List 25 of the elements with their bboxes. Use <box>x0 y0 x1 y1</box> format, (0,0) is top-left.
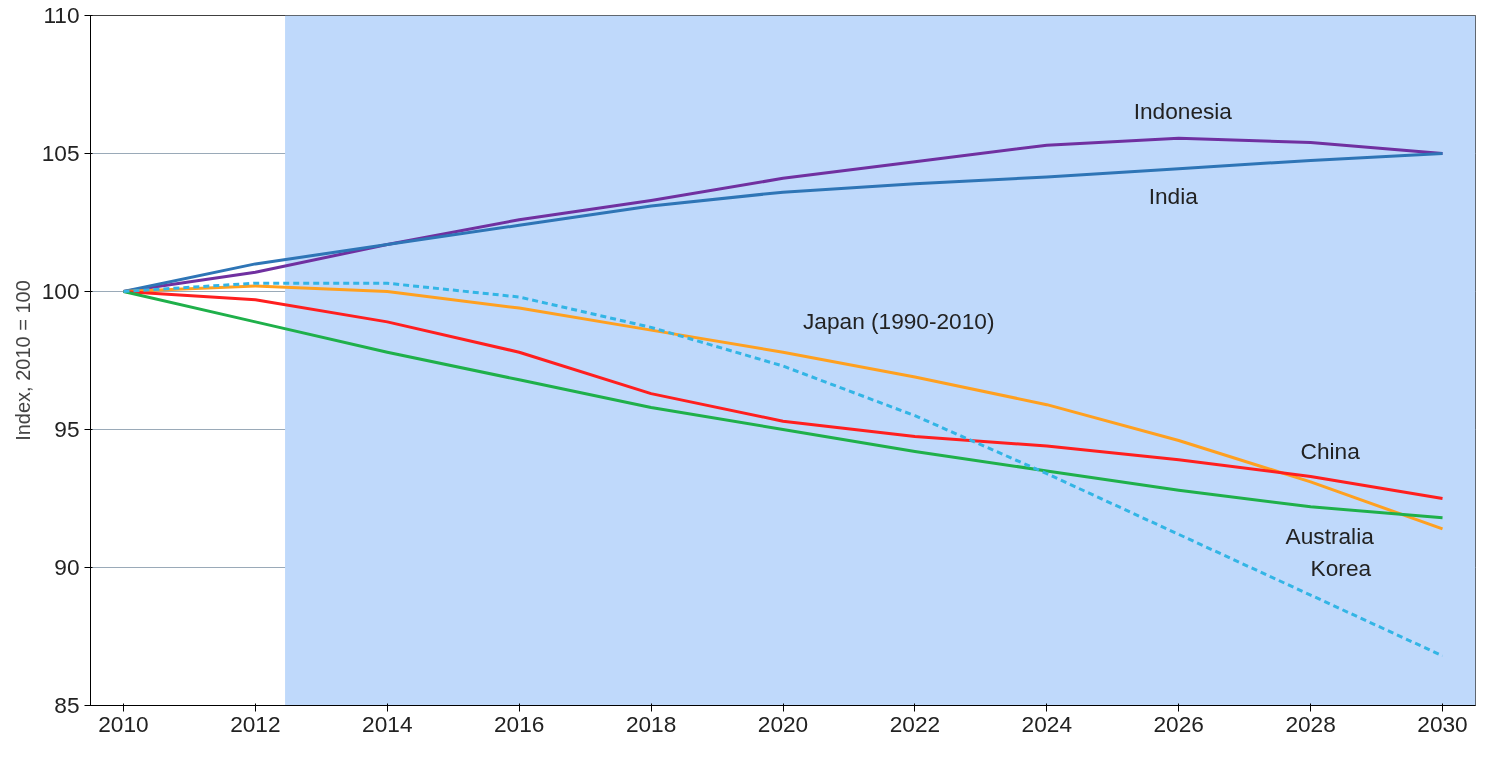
x-tick-label: 2026 <box>1153 710 1204 737</box>
y-tick-label: 100 <box>41 278 80 304</box>
series-label: Japan (1990-2010) <box>803 308 995 335</box>
y-tick-label: 105 <box>41 140 80 166</box>
line-series <box>121 281 1445 658</box>
y-tick-label: 110 <box>43 2 80 28</box>
y-tick-label: 85 <box>54 692 80 718</box>
y-axis-title: Index, 2010 = 100 <box>11 280 34 441</box>
series-label: Indonesia <box>1133 98 1233 125</box>
series-label: Australia <box>1285 522 1375 549</box>
series-label: India <box>1148 182 1199 209</box>
x-tick-label: 2030 <box>1417 710 1468 737</box>
x-tick-label: 2020 <box>757 710 809 737</box>
x-tick-label: 2016 <box>493 710 545 737</box>
x-tick-label: 2022 <box>889 710 941 737</box>
y-tick-label: 90 <box>54 554 80 580</box>
x-tick-label: 2024 <box>1021 710 1073 737</box>
x-tick-label: 2012 <box>230 710 281 737</box>
x-tick-label: 2028 <box>1285 710 1336 737</box>
series-label: Korea <box>1310 555 1372 582</box>
y-tick-label: 95 <box>54 416 80 442</box>
x-tick-label: 2014 <box>362 710 413 737</box>
x-tick-label: 2010 <box>98 710 149 737</box>
x-tick-label: 2018 <box>625 710 677 737</box>
series-label: China <box>1300 438 1361 465</box>
